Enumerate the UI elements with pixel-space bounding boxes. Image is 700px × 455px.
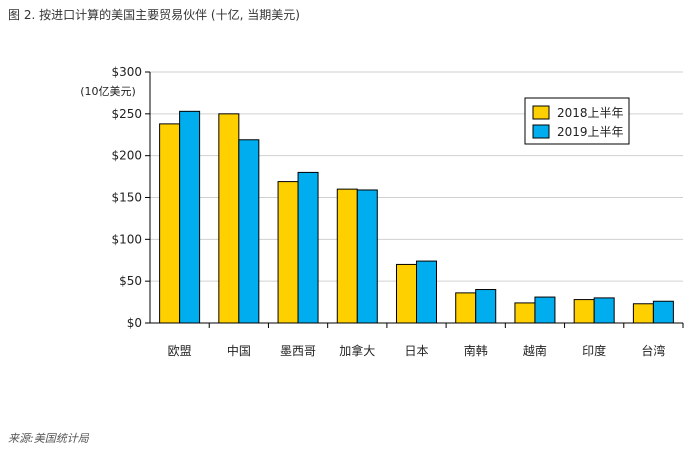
legend-swatch (532, 105, 550, 120)
y-tick-label: $300 (111, 65, 142, 79)
bar-s2-8 (652, 300, 674, 324)
bar-s2-0 (179, 110, 201, 324)
bar-s2-1 (238, 139, 260, 324)
bar-s1-1 (218, 113, 240, 324)
bar-s1-2 (277, 181, 299, 324)
bar-s1-6 (514, 302, 536, 324)
bar-s1-3 (336, 188, 358, 324)
y-tick-label: $150 (111, 191, 142, 205)
y-tick-label: $100 (111, 232, 142, 246)
x-tick-label: 印度 (582, 343, 606, 358)
bar-s2-3 (356, 189, 378, 324)
legend: 2018上半年 2019上半年 (524, 97, 630, 145)
x-tick-label: 台湾 (641, 343, 665, 358)
bar-s2-7 (593, 297, 615, 324)
x-tick-label: 越南 (523, 343, 547, 358)
x-tick-label: 欧盟 (168, 344, 192, 358)
bar-s2-2 (297, 171, 319, 324)
bar-s1-0 (159, 123, 181, 324)
x-tick-label: 中国 (227, 343, 251, 358)
figure-title: 图 2. 按进口计算的美国主要贸易伙伴 (十亿, 当期美元) (8, 8, 300, 22)
bar-s2-6 (534, 296, 556, 324)
x-tick-label: 墨西哥 (280, 344, 316, 358)
y-tick-label: $50 (119, 274, 142, 288)
legend-label: 2019上半年 (557, 125, 624, 139)
bars (159, 110, 674, 324)
bar-s1-4 (396, 263, 417, 324)
legend-swatch (532, 124, 550, 139)
x-tick-labels: 欧盟 中国 墨西哥 加拿大 日本 南韩 越南 印度 台湾 (168, 343, 666, 358)
bar-s2-4 (416, 260, 437, 324)
bar-s1-5 (455, 292, 477, 324)
y-tick-labels: $0 $50 $100 $150 $200 $250 $300 (111, 65, 142, 330)
axes (145, 71, 684, 328)
bar-s1-7 (573, 299, 595, 324)
y-tick-label: $250 (111, 107, 142, 121)
x-tick-label: 日本 (404, 344, 428, 358)
source-note: 来源:美国统计局 (8, 432, 89, 445)
y-axis-unit-label: (10亿美元) (80, 85, 136, 98)
y-tick-label: $200 (111, 149, 142, 163)
x-tick-label: 南韩 (464, 343, 488, 358)
y-tick-label: $0 (127, 316, 142, 330)
x-tick-label: 加拿大 (339, 343, 375, 358)
bar-s2-5 (475, 289, 497, 324)
bar-s1-8 (632, 303, 654, 324)
legend-label: 2018上半年 (557, 106, 624, 120)
